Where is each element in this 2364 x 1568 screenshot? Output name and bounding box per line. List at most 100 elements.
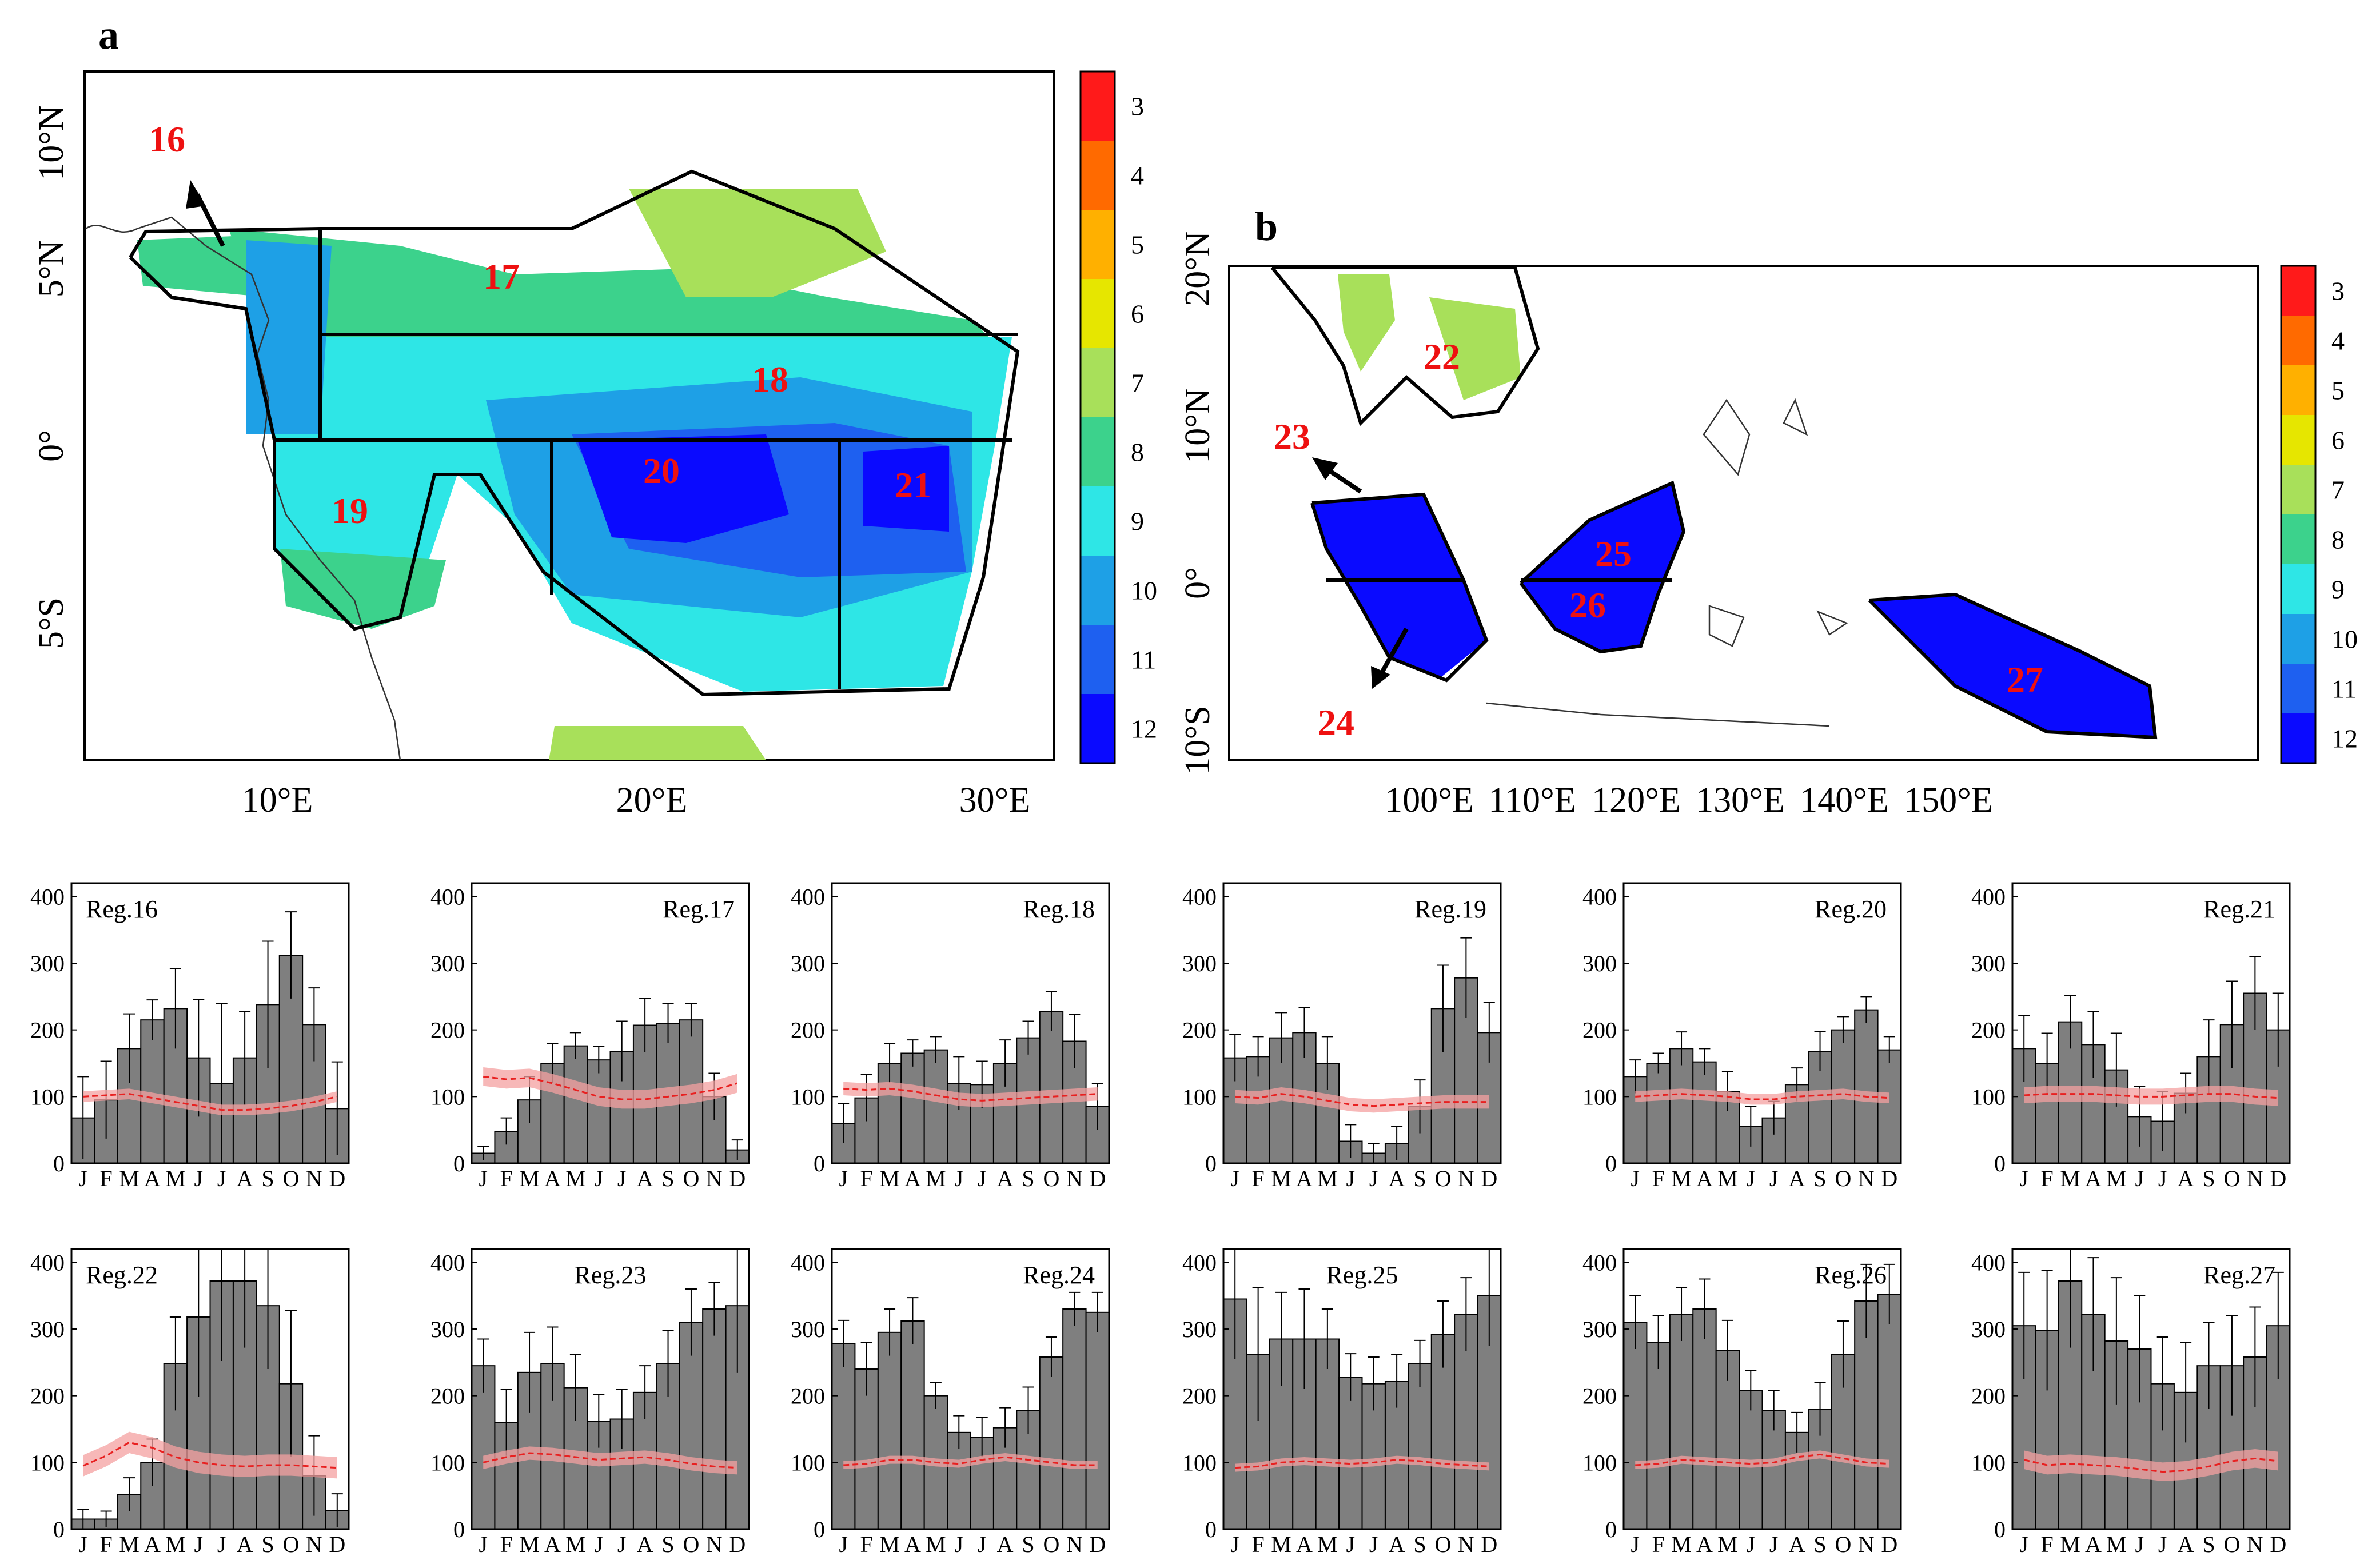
chart-reg-23-frame [471,1248,750,1530]
chart-reg-19-xtick-11: D [1481,1166,1497,1191]
colorbar-b-label-12: 12 [2331,724,2358,753]
chart-reg-18-title: Reg.18 [1023,895,1095,923]
chart-reg-27-clim-band [2024,1449,2278,1481]
chart-reg-25-xtick-4: M [1317,1531,1338,1557]
chart-reg-25-xtick-7: A [1389,1531,1405,1557]
region-label-19: 19 [332,490,368,531]
chart-reg-27-frame [2011,1248,2291,1530]
chart-reg-27-xtick-2: M [2060,1531,2080,1557]
chart-reg-18-xtick-6: J [978,1166,987,1191]
chart-reg-23-xtick-1: F [500,1531,513,1557]
chart-reg-27-ytick-100: 100 [1971,1450,2006,1475]
chart-reg-24-ytick-300: 300 [791,1316,825,1342]
chart-reg-22-xtick-9: O [283,1531,300,1557]
chart-reg-16-xtick-0: J [78,1166,87,1191]
colorbar-b-swatch-12 [2281,713,2315,763]
chart-reg-16-xtick-5: J [194,1166,204,1191]
lon-tick-100e: 100°E [1385,781,1474,820]
chart-reg-16-xtick-4: M [165,1166,186,1191]
chart-reg-16-clim-line [83,1093,338,1111]
chart-reg-16-ytick-300: 300 [30,951,65,976]
chart-reg-21-ytick-300: 300 [1971,951,2006,976]
region-label-25: 25 [1595,533,1632,574]
chart-reg-17-clim-band [483,1067,737,1109]
chart-reg-20-xtick-7: A [1789,1166,1805,1191]
chart-reg-20-clim-line [1635,1093,1889,1100]
colorbar-b-swatch-10 [2281,614,2315,664]
colorbar-b-label-7: 7 [2331,476,2345,505]
chart-reg-22-xtick-2: M [119,1531,139,1557]
chart-reg-20-bar-3 [1692,1061,1717,1164]
chart-reg-26-bar-11 [1877,1294,1901,1530]
chart-reg-26-clim-line [1635,1453,1889,1466]
chart-reg-22-xtick-7: A [237,1531,253,1557]
chart-reg-23-ytick-0: 0 [453,1517,465,1542]
region-22-field-a [1338,274,1395,372]
chart-reg-22-ytick-100: 100 [30,1450,65,1475]
chart-reg-24-frame [831,1248,1110,1530]
chart-reg-20-ytick-0: 0 [1605,1151,1617,1176]
chart-reg-20-xtick-2: M [1671,1166,1692,1191]
chart-reg-17-xtick-6: J [617,1166,627,1191]
chart-reg-26-frame [1622,1248,1902,1530]
chart-reg-24-xtick-8: S [1022,1531,1034,1557]
chart-reg-17-clim-line [483,1075,738,1100]
chart-reg-21-xtick-9: O [2224,1166,2241,1191]
chart-reg-21-xtick-1: F [2041,1166,2054,1191]
chart-reg-25-ytick-200: 200 [1182,1383,1217,1409]
chart-reg-24-xtick-7: A [997,1531,1014,1557]
chart-reg-16-xtick-10: N [306,1166,322,1191]
colorbar-a-border [1079,70,1116,764]
chart-reg-27-ytick-300: 300 [1971,1316,2006,1342]
lon-tick-10e: 10°E [242,781,313,820]
chart-reg-26-bar-2 [1669,1314,1694,1530]
colorbar-b-swatch-7 [2281,465,2315,514]
chart-reg-18-ytick-400: 400 [791,884,825,909]
panel-b-colorbar: 3 4 5 6 7 8 9 10 11 12 [2280,265,2358,764]
chart-reg-21-frame [2011,882,2291,1164]
chart-reg-21-xtick-5: J [2135,1166,2144,1191]
chart-reg-18-ytick-100: 100 [791,1084,825,1110]
chart-reg-18-bar-4 [923,1049,948,1164]
colorbar-a-label-7: 7 [1131,369,1144,398]
chart-reg-20-clim-band [1635,1088,1889,1105]
chart-reg-19-xtick-5: J [1346,1166,1356,1191]
region-label-27: 27 [2007,659,2043,700]
chart-reg-26-xtick-8: S [1813,1531,1826,1557]
chart-reg-20-bar-10 [1854,1009,1879,1164]
chart-reg-18-xtick-11: D [1089,1166,1106,1191]
chart-reg-19-clim-line [1235,1093,1489,1107]
colorbar-a-swatch-8 [1081,417,1115,486]
colorbar-a-label-4: 4 [1131,161,1144,190]
colorbar-b-swatch-5 [2281,365,2315,415]
region-label-24: 24 [1318,702,1354,743]
chart-reg-25-ytick-300: 300 [1182,1316,1217,1342]
panel-a-coastline [85,216,401,761]
chart-reg-16-xtick-3: A [144,1166,161,1191]
chart-reg-20-ytick-400: 400 [1582,884,1617,909]
chart-reg-16-xtick-1: F [100,1166,113,1191]
field-8c [280,549,446,629]
chart-reg-27-xtick-0: J [2019,1531,2028,1557]
panel-b-label: b [1255,204,1278,249]
chart-reg-23-bar-0 [471,1365,496,1530]
lat-tick-10s-b: 10°S [1178,705,1217,775]
chart-reg-25-ytick-0: 0 [1205,1517,1217,1542]
lon-tick-30e: 30°E [959,781,1031,820]
chart-reg-19-xtick-0: J [1230,1166,1239,1191]
chart-reg-16-ytick-0: 0 [53,1151,65,1176]
region-label-22: 22 [1424,336,1460,377]
chart-reg-25-bar-11 [1477,1295,1501,1530]
chart-reg-18-xtick-0: J [839,1166,848,1191]
chart-reg-17-xtick-8: S [661,1166,674,1191]
chart-reg-26-bar-1 [1646,1342,1671,1530]
colorbar-a-swatch-4 [1081,141,1115,210]
chart-reg-22-xtick-5: J [194,1531,204,1557]
chart-reg-18-xtick-5: J [955,1166,964,1191]
